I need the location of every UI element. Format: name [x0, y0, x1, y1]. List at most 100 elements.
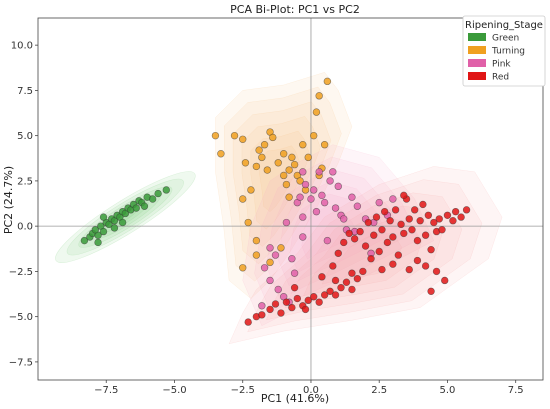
- data-point: [285, 166, 293, 174]
- data-point: [310, 293, 318, 301]
- data-point: [320, 291, 329, 299]
- density-contour: [247, 179, 483, 333]
- data-point: [266, 276, 274, 285]
- data-point: [378, 265, 386, 274]
- data-point: [323, 77, 332, 86]
- data-point: [370, 231, 378, 239]
- data-point: [350, 235, 359, 243]
- data-point: [239, 264, 247, 272]
- legend-title: Ripening_Stage: [465, 20, 543, 31]
- data-point: [274, 285, 282, 294]
- data-point: [359, 267, 367, 276]
- data-point: [337, 283, 345, 292]
- data-point: [334, 249, 342, 258]
- data-point: [301, 305, 310, 314]
- data-point: [342, 278, 351, 286]
- data-point: [94, 238, 102, 247]
- y-ticks: −7.5 −5.0 −2.5 0.0 2.5 5.0 7.5 10.0: [9, 41, 38, 368]
- data-point: [304, 153, 312, 162]
- data-point: [320, 198, 329, 207]
- data-point: [348, 285, 356, 294]
- x-axis-title: PC1 (41.6%): [261, 392, 329, 405]
- legend-swatch-red: [468, 72, 486, 80]
- data-point: [413, 256, 422, 265]
- data-point: [451, 207, 460, 216]
- data-point: [290, 283, 299, 292]
- data-point: [91, 226, 100, 234]
- data-point: [389, 233, 397, 241]
- density-contour: [266, 192, 463, 321]
- data-point: [312, 108, 321, 116]
- data-point: [378, 226, 386, 234]
- data-point: [400, 229, 408, 238]
- data-point: [255, 146, 263, 154]
- data-point: [263, 166, 271, 174]
- data-point: [288, 303, 296, 312]
- data-point: [279, 150, 288, 158]
- data-point: [331, 204, 340, 212]
- data-point: [244, 218, 252, 227]
- data-point: [348, 269, 356, 277]
- data-point: [132, 204, 140, 212]
- y-tick-label: −5.0: [9, 312, 33, 323]
- data-point: [274, 159, 282, 167]
- data-point: [230, 131, 239, 140]
- data-point: [356, 227, 364, 236]
- data-point: [329, 262, 337, 270]
- legend-swatch-green: [468, 33, 486, 41]
- data-point: [331, 276, 340, 285]
- data-point: [239, 195, 247, 203]
- data-point: [277, 309, 285, 317]
- data-point: [400, 191, 408, 200]
- data-point: [258, 311, 266, 319]
- data-point: [361, 242, 370, 250]
- data-point: [430, 218, 438, 227]
- data-point: [260, 141, 269, 149]
- data-point: [247, 186, 255, 194]
- data-point: [375, 247, 383, 256]
- data-point: [285, 193, 293, 201]
- data-point: [148, 195, 157, 203]
- data-point: [118, 218, 127, 227]
- y-tick-label: 7.5: [17, 86, 33, 97]
- data-point: [375, 198, 383, 207]
- data-point: [266, 244, 274, 252]
- data-point: [315, 298, 323, 306]
- data-point: [315, 168, 323, 176]
- data-point: [427, 287, 435, 296]
- data-point: [110, 224, 119, 232]
- data-point: [457, 213, 465, 221]
- data-point: [329, 168, 337, 176]
- data-point: [364, 218, 372, 227]
- data-point: [372, 213, 381, 221]
- y-tick-label: 2.5: [17, 176, 33, 187]
- data-point: [421, 262, 430, 270]
- data-point: [340, 215, 348, 223]
- x-tick-label: 5.0: [440, 385, 456, 396]
- data-point: [345, 229, 353, 238]
- data-point: [310, 186, 318, 194]
- data-point: [419, 200, 427, 209]
- x-tick-label: −2.5: [231, 385, 255, 396]
- x-tick-label: 7.5: [508, 385, 524, 396]
- data-point: [449, 217, 457, 225]
- data-point: [310, 131, 318, 140]
- x-tick-label: 2.5: [371, 385, 387, 396]
- data-point: [348, 193, 356, 201]
- data-point: [277, 244, 285, 252]
- data-point: [340, 238, 348, 247]
- points-layer: [80, 77, 471, 326]
- data-point: [80, 236, 89, 245]
- data-point: [421, 231, 430, 239]
- data-point: [304, 296, 312, 305]
- legend-label-turning: Turning: [491, 47, 525, 57]
- y-tick-label: −2.5: [9, 267, 33, 278]
- data-point: [326, 287, 334, 296]
- data-point: [258, 302, 266, 310]
- data-point: [282, 180, 291, 189]
- data-point: [405, 215, 413, 223]
- plot-frame: [37, 17, 544, 381]
- legend-label-red: Red: [492, 73, 509, 83]
- data-point: [299, 213, 307, 221]
